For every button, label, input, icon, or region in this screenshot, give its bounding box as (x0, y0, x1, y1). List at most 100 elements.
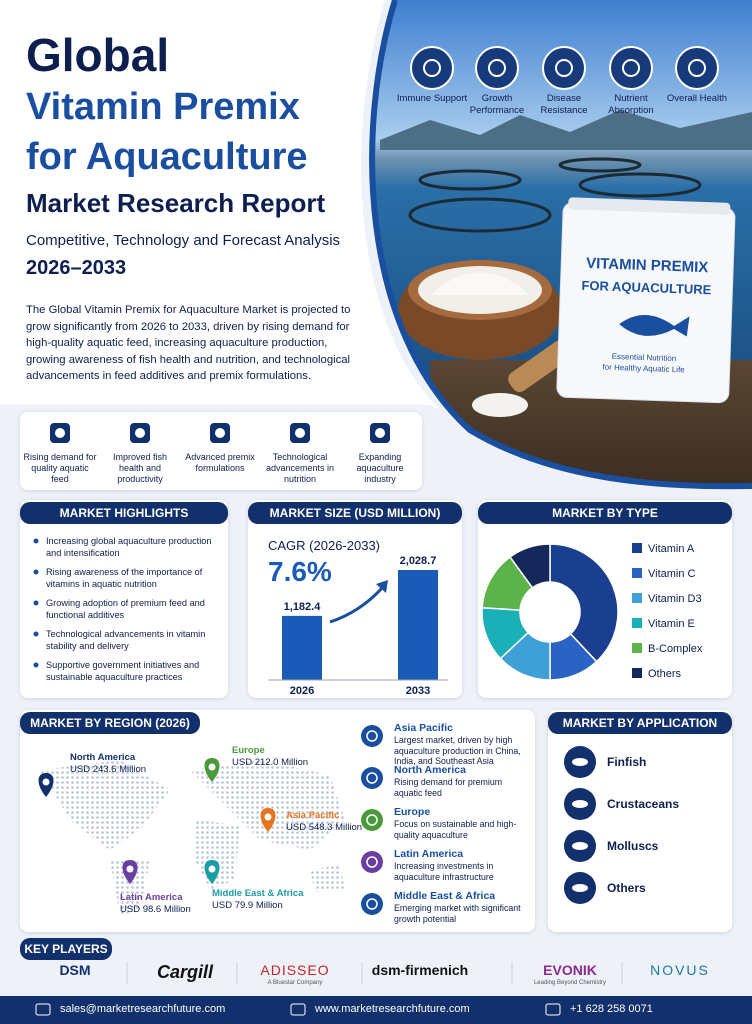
package-text: FOR AQUACULTURE (581, 278, 712, 298)
application-icon-glyph (572, 758, 588, 766)
region-pin-value: USD 212.0 Million (232, 757, 309, 768)
bullet (33, 538, 39, 544)
region-pin-value: USD 98.6 Million (120, 904, 191, 915)
region-icon (361, 893, 383, 915)
legend-swatch (632, 618, 642, 628)
section-title: MARKET HIGHLIGHTS (20, 502, 228, 524)
application-label: Molluscs (607, 839, 659, 853)
key-player-logo: NOVUS (650, 962, 710, 978)
benefit-icon (609, 46, 653, 90)
key-player-logo: Cargill (156, 962, 213, 982)
map-land (190, 760, 345, 850)
region-icon-glyph (366, 814, 378, 826)
section-title: MARKET BY APPLICATION (548, 712, 732, 734)
highlights-card (20, 500, 228, 698)
bar-value-label: 2,028.7 (400, 555, 437, 567)
legend-swatch (632, 668, 642, 678)
title: for Aquaculture (26, 136, 308, 178)
legend-swatch (632, 593, 642, 603)
benefit-label: Disease Resistance (540, 93, 588, 116)
region-icon-glyph (366, 730, 378, 742)
driver-label: Improved fish health and productivity (112, 452, 168, 484)
region-name: Asia Pacific (394, 722, 453, 734)
section-title: MARKET BY TYPE (478, 502, 732, 524)
footer-email: sales@marketresearchfuture.com (60, 1003, 226, 1015)
driver-icon-glyph (215, 428, 225, 438)
driver-label: Rising demand for quality aquatic feed (23, 452, 97, 484)
application-label: Finfish (607, 755, 647, 769)
driver-label: Advanced premix formulations (185, 452, 255, 473)
region-name: North America (394, 764, 466, 776)
growth-arrow (329, 586, 384, 624)
region-pin-name: Middle East & Africa (212, 888, 304, 899)
map-land (310, 865, 345, 892)
footer-website: www.marketresearchfuture.com (315, 1003, 470, 1015)
section-title: MARKET SIZE (USD MILLION) (248, 502, 462, 524)
benefit-label: Growth Performance (469, 93, 525, 116)
key-player-logo: ADISSEO (260, 962, 330, 978)
bar (282, 615, 322, 680)
section-title: MARKET BY REGION (2026) (20, 712, 200, 734)
key-player-logo: EVONIK (543, 962, 597, 978)
footer-icon (290, 1003, 306, 1016)
region-text: Rising demand for premium aquatic feed (394, 777, 503, 798)
map-pin-hole (208, 763, 216, 771)
growth-arrowhead (376, 580, 388, 593)
region-name: Middle East & Africa (394, 890, 496, 902)
bar-category-label: 2033 (406, 685, 430, 697)
donut-segment (508, 543, 551, 589)
application-icon-glyph (572, 800, 588, 808)
bar-value-label: 1,182.4 (284, 601, 322, 613)
footer-bar (0, 996, 752, 1024)
legend-swatch (632, 543, 642, 553)
region-pin-value: USD 243.6 Million (70, 764, 147, 775)
driver-icon-glyph (55, 428, 65, 438)
region-text: Largest market, driven by high aquacultu… (394, 735, 521, 766)
application-label: Crustaceans (607, 797, 680, 811)
highlight-item: Rising awareness of the importance of vi… (46, 567, 203, 589)
region-name: Latin America (394, 848, 464, 860)
highlight-item: Technological advancements in vitamin st… (46, 629, 206, 651)
map-pin-hole (126, 865, 134, 873)
region-pin-name: North America (70, 752, 136, 763)
bullet (33, 569, 39, 575)
driver-label: Technological advancements in nutrition (265, 452, 335, 484)
benefit-icon-glyph (555, 59, 573, 77)
region-text: Emerging market with significant growth … (394, 903, 521, 924)
legend-label: Vitamin D3 (648, 593, 702, 605)
region-text: Increasing investments in aquaculture in… (394, 861, 494, 882)
region-pin-name: Latin America (120, 892, 183, 903)
region-pin-name: Europe (232, 745, 265, 756)
region-icon (361, 725, 383, 747)
bar-category-label: 2026 (290, 685, 314, 697)
benefit-icon-glyph (688, 59, 706, 77)
title: Global (26, 29, 170, 81)
region-icon (361, 851, 383, 873)
legend-label: Vitamin C (648, 568, 696, 580)
region-pin-value: USD 79.9 Million (212, 900, 283, 911)
benefit-icon (675, 46, 719, 90)
region-icon-glyph (366, 898, 378, 910)
highlight-item: Increasing global aquaculture production… (46, 536, 212, 558)
benefit-icon (475, 46, 519, 90)
map-pin-hole (264, 813, 272, 821)
benefit-icon (542, 46, 586, 90)
section-title: KEY PLAYERS (20, 938, 112, 960)
driver-icon-glyph (375, 428, 385, 438)
bullet (33, 631, 39, 637)
highlight-item: Growing adoption of premium feed and fun… (46, 598, 205, 620)
key-player-sublabel: Leading Beyond Chemistry (533, 980, 607, 986)
cagr-value: 7.6% (268, 556, 332, 587)
benefit-label: Overall Health (666, 93, 728, 104)
benefit-icon-glyph (622, 59, 640, 77)
region-icon (361, 809, 383, 831)
key-player-sublabel: A Bluestar Company (267, 980, 323, 986)
region-icon-glyph (366, 772, 378, 784)
package-text: for Healthy Aquatic Life (602, 363, 685, 375)
benefit-label: Immune Support (396, 93, 468, 104)
map-land (195, 820, 240, 890)
footer-icon (545, 1003, 561, 1016)
donut-segment (549, 543, 619, 663)
footer-icon (35, 1003, 51, 1016)
